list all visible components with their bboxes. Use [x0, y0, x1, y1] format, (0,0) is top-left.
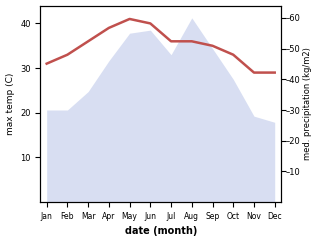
X-axis label: date (month): date (month): [125, 227, 197, 236]
Y-axis label: max temp (C): max temp (C): [5, 73, 15, 135]
Y-axis label: med. precipitation (kg/m2): med. precipitation (kg/m2): [303, 47, 313, 160]
